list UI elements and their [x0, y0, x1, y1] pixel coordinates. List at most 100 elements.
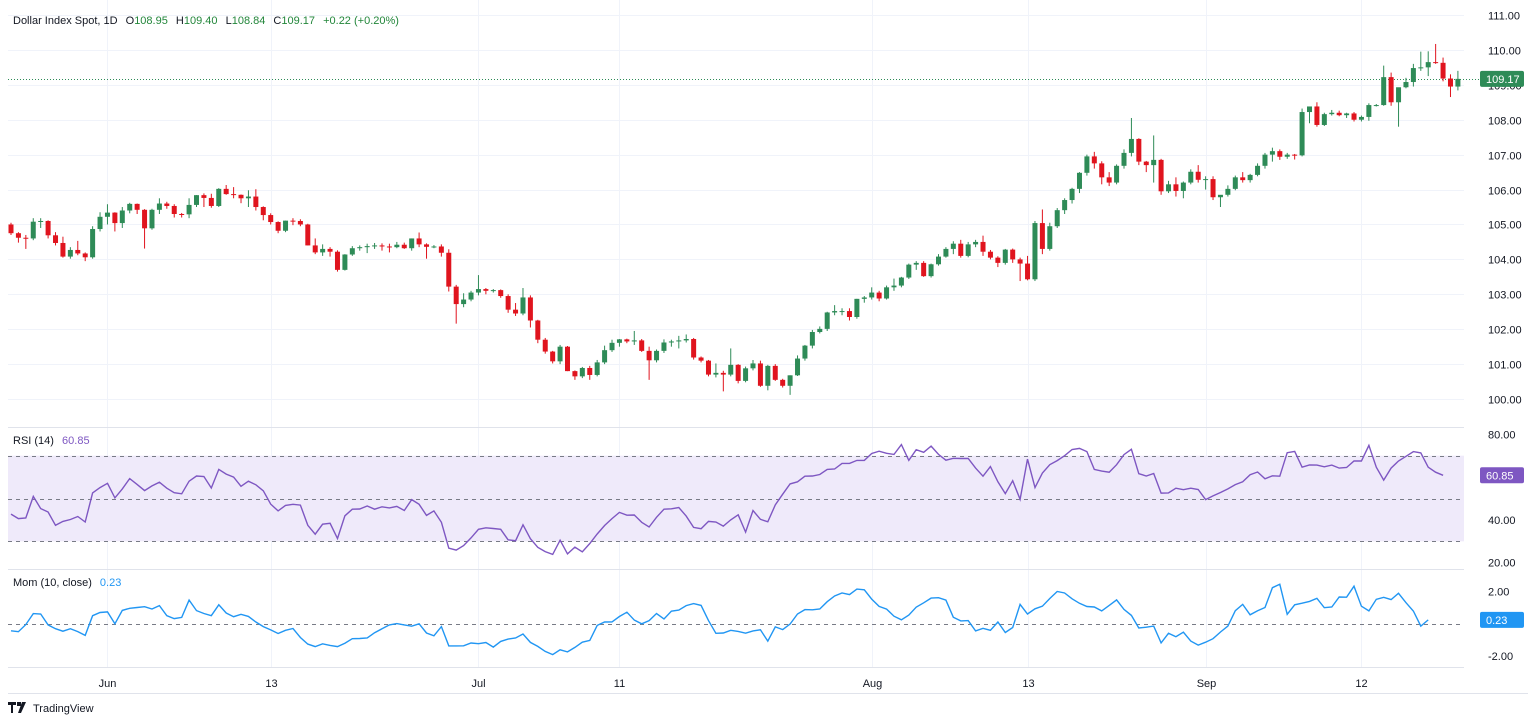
candle[interactable]: [134, 203, 140, 214]
candle[interactable]: [1069, 187, 1075, 204]
candle[interactable]: [475, 275, 481, 296]
candle[interactable]: [1062, 198, 1068, 214]
candle[interactable]: [542, 337, 548, 354]
candle[interactable]: [453, 284, 459, 324]
candle[interactable]: [268, 213, 274, 225]
candle[interactable]: [45, 220, 51, 239]
candle[interactable]: [1054, 208, 1060, 228]
candle[interactable]: [646, 346, 652, 380]
candle[interactable]: [334, 250, 340, 272]
candle[interactable]: [179, 212, 185, 218]
candle[interactable]: [156, 198, 162, 214]
candle[interactable]: [1307, 106, 1312, 124]
candle[interactable]: [1232, 175, 1238, 191]
candle[interactable]: [572, 370, 578, 380]
candle[interactable]: [416, 232, 422, 248]
candle[interactable]: [683, 334, 689, 343]
candle[interactable]: [357, 245, 363, 251]
candle[interactable]: [1381, 65, 1387, 106]
candle[interactable]: [1143, 160, 1149, 173]
candle[interactable]: [349, 246, 355, 256]
candle[interactable]: [424, 243, 430, 259]
candle[interactable]: [1262, 152, 1268, 169]
candle[interactable]: [67, 247, 73, 259]
candle[interactable]: [824, 311, 830, 331]
candle[interactable]: [1321, 112, 1327, 127]
candle[interactable]: [846, 308, 852, 321]
candle[interactable]: [1455, 70, 1461, 91]
candle[interactable]: [186, 198, 192, 219]
candle[interactable]: [787, 375, 793, 395]
candle[interactable]: [394, 241, 400, 249]
candle[interactable]: [468, 290, 474, 302]
candle[interactable]: [1329, 109, 1335, 116]
candle[interactable]: [342, 254, 348, 271]
tradingview-footer[interactable]: TradingView: [8, 701, 94, 717]
candle[interactable]: [720, 370, 726, 392]
candle[interactable]: [1418, 51, 1424, 71]
candle[interactable]: [194, 195, 199, 208]
candle[interactable]: [520, 288, 526, 316]
candle[interactable]: [832, 305, 838, 316]
candle[interactable]: [1084, 154, 1090, 176]
candle[interactable]: [208, 193, 214, 208]
candle[interactable]: [809, 329, 815, 349]
candle[interactable]: [1440, 57, 1446, 82]
candle[interactable]: [535, 319, 541, 344]
candle[interactable]: [401, 242, 407, 249]
candle[interactable]: [1447, 74, 1453, 98]
candle[interactable]: [1255, 163, 1261, 177]
candle[interactable]: [216, 188, 222, 208]
candle[interactable]: [817, 326, 823, 334]
candle[interactable]: [1314, 102, 1320, 127]
candle[interactable]: [1269, 147, 1275, 162]
candle[interactable]: [386, 243, 392, 253]
candle[interactable]: [906, 263, 912, 279]
candle[interactable]: [446, 249, 452, 292]
candle[interactable]: [15, 232, 21, 243]
candle[interactable]: [965, 241, 971, 258]
candle[interactable]: [973, 239, 979, 248]
candle[interactable]: [253, 189, 259, 211]
candle[interactable]: [802, 344, 808, 361]
candle[interactable]: [1173, 177, 1179, 197]
candle[interactable]: [231, 187, 237, 199]
candle[interactable]: [1358, 115, 1364, 122]
candle[interactable]: [550, 350, 556, 364]
chart-canvas[interactable]: 100.00 101.00 102.00 103.00 104.00 105.00 106.…: [0, 0, 1536, 700]
candle[interactable]: [1210, 176, 1216, 201]
candle[interactable]: [82, 252, 88, 262]
candle[interactable]: [104, 204, 110, 225]
candle[interactable]: [869, 287, 875, 300]
candle[interactable]: [283, 220, 289, 233]
candle[interactable]: [1344, 112, 1350, 118]
candle[interactable]: [97, 212, 103, 232]
candle[interactable]: [854, 298, 860, 319]
candle[interactable]: [891, 278, 897, 291]
candle[interactable]: [594, 359, 600, 377]
candle[interactable]: [30, 218, 36, 241]
candle[interactable]: [1180, 181, 1186, 199]
candle[interactable]: [1114, 164, 1120, 185]
candle[interactable]: [728, 348, 734, 377]
candle[interactable]: [691, 337, 697, 360]
candle[interactable]: [913, 261, 919, 270]
candle[interactable]: [661, 339, 667, 353]
candle[interactable]: [1002, 248, 1008, 265]
candle[interactable]: [379, 243, 385, 251]
candle[interactable]: [676, 335, 682, 349]
time-axis[interactable]: Jun13Jul11Aug13Sep12Oct11Nov13Dec1220251…: [99, 678, 1536, 690]
candle[interactable]: [438, 244, 444, 257]
candle[interactable]: [987, 249, 993, 260]
candle[interactable]: [297, 219, 303, 227]
candle[interactable]: [757, 360, 763, 387]
candle[interactable]: [1203, 176, 1209, 190]
candle[interactable]: [698, 356, 704, 363]
candle[interactable]: [602, 345, 608, 365]
candle[interactable]: [1106, 172, 1112, 187]
candle[interactable]: [312, 238, 318, 255]
candle[interactable]: [668, 339, 674, 347]
candle[interactable]: [1366, 103, 1372, 121]
candle[interactable]: [1410, 63, 1416, 87]
candle[interactable]: [260, 206, 266, 221]
